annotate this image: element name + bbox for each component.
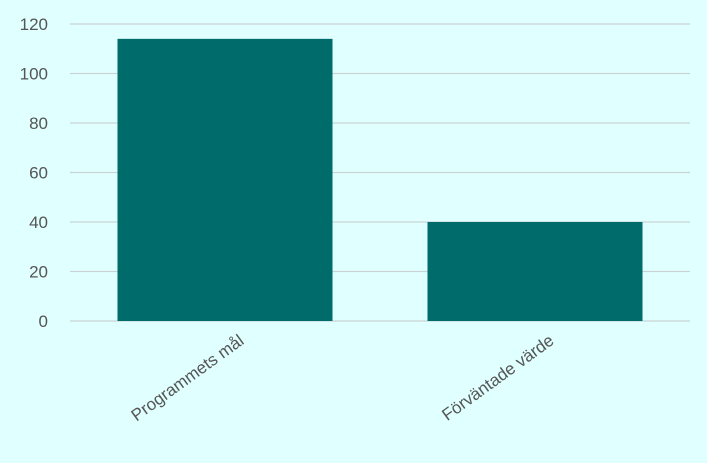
y-tick-label: 60 (29, 164, 48, 183)
y-tick-label: 20 (29, 263, 48, 282)
x-axis-category-labels: Programmets mål Förväntade värde (128, 331, 558, 425)
y-tick-label: 80 (29, 114, 48, 133)
bars (117, 38, 643, 321)
y-tick-label: 40 (29, 213, 48, 232)
y-tick-label: 100 (20, 65, 48, 84)
bar-2 (427, 222, 643, 321)
y-tick-label: 0 (39, 312, 48, 331)
x-category-label: Förväntade värde (438, 331, 557, 425)
x-category-label: Programmets mål (128, 331, 248, 425)
y-tick-label: 120 (20, 15, 48, 34)
bar-1 (117, 38, 333, 321)
y-axis-ticks: 0 20 40 60 80 100 120 (20, 15, 48, 331)
